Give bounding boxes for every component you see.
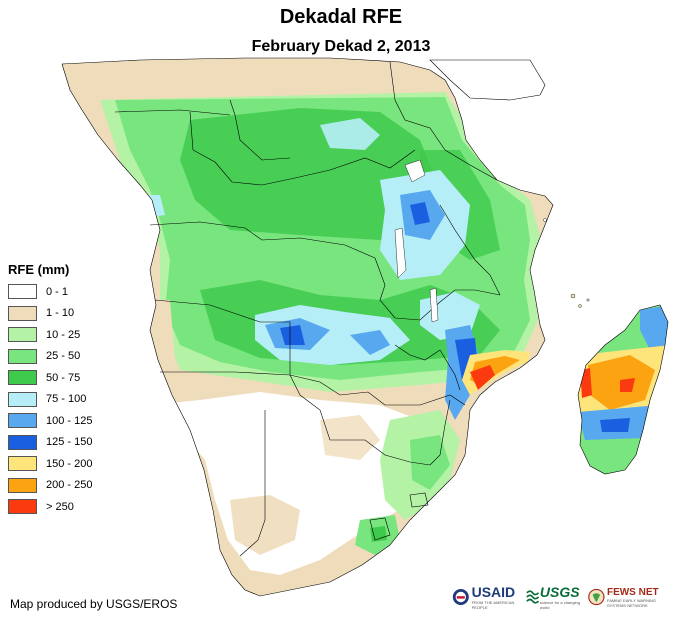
country-borders — [114, 61, 501, 557]
arabia-landmass — [429, 59, 546, 101]
legend-label: 200 - 250 — [46, 479, 93, 492]
legend-item: 200 - 250 — [8, 475, 92, 497]
legend-title: RFE (mm) — [8, 262, 70, 277]
legend-item: 100 - 125 — [8, 410, 92, 432]
legend-swatch — [8, 348, 37, 364]
legend-swatch — [8, 327, 37, 343]
legend-item: 25 - 50 — [8, 346, 92, 368]
legend-item: 10 - 25 — [8, 324, 92, 346]
usgs-logo: USGS science for a changing world — [525, 584, 583, 610]
usaid-logo: USAID FROM THE AMERICAN PEOPLE — [452, 584, 520, 610]
madagascar — [577, 304, 669, 475]
legend-swatch — [8, 434, 37, 450]
map-subtitle: February Dekad 2, 2013 — [251, 38, 431, 55]
legend-item: 75 - 100 — [8, 389, 92, 411]
legend-swatch — [8, 391, 37, 407]
partner-logos: USAID FROM THE AMERICAN PEOPLE USGS scie… — [452, 584, 682, 610]
legend-item: 150 - 200 — [8, 453, 92, 475]
legend-swatch — [8, 413, 37, 429]
legend-label: 75 - 100 — [46, 393, 87, 406]
fewsnet-wordmark: FEWS NET — [606, 586, 659, 598]
legend-swatch — [8, 499, 37, 515]
map-credit: Map produced by USGS/EROS — [10, 597, 178, 611]
comoros-islands — [543, 218, 590, 308]
map-title: Dekadal RFE — [279, 6, 403, 28]
fewsnet-globe-icon — [588, 588, 605, 606]
legend-swatch — [8, 284, 37, 300]
legend-label: 0 - 1 — [46, 285, 69, 298]
great-lakes — [394, 159, 439, 323]
legend-item: 1 - 10 — [8, 303, 92, 325]
usaid-wordmark: USAID — [471, 584, 516, 600]
africa-landmass — [61, 57, 554, 597]
legend-swatch — [8, 477, 37, 493]
fewsnet-tagline: FAMINE EARLY WARNING SYSTEMS NETWORK — [606, 597, 657, 608]
legend-label: 50 - 75 — [46, 371, 81, 384]
legend-item: > 250 — [8, 496, 92, 518]
legend: RFE (mm) 0 - 1 1 - 10 10 - 25 25 - 50 50… — [8, 262, 92, 518]
legend-label: 10 - 25 — [46, 328, 81, 341]
legend-label: 1 - 10 — [46, 307, 75, 320]
legend-swatch — [8, 370, 37, 386]
legend-label: 25 - 50 — [46, 350, 81, 363]
usgs-wordmark: USGS — [539, 584, 580, 600]
legend-item: 0 - 1 — [8, 281, 92, 303]
legend-label: > 250 — [46, 500, 74, 513]
legend-label: 150 - 200 — [46, 457, 93, 470]
usgs-tagline: science for a changing world — [539, 600, 580, 610]
legend-label: 100 - 125 — [46, 414, 93, 427]
usaid-seal-icon — [452, 588, 469, 606]
legend-item: 125 - 150 — [8, 432, 92, 454]
usaid-tagline: FROM THE AMERICAN PEOPLE — [471, 600, 515, 610]
legend-rows: 0 - 1 1 - 10 10 - 25 25 - 50 50 - 75 75 … — [8, 281, 92, 518]
legend-item: 50 - 75 — [8, 367, 92, 389]
usgs-wave-icon — [525, 590, 539, 604]
legend-swatch — [8, 305, 37, 321]
legend-label: 125 - 150 — [46, 436, 93, 449]
fewsnet-logo: FEWS NET FAMINE EARLY WARNING SYSTEMS NE… — [588, 586, 676, 608]
legend-swatch — [8, 456, 37, 472]
